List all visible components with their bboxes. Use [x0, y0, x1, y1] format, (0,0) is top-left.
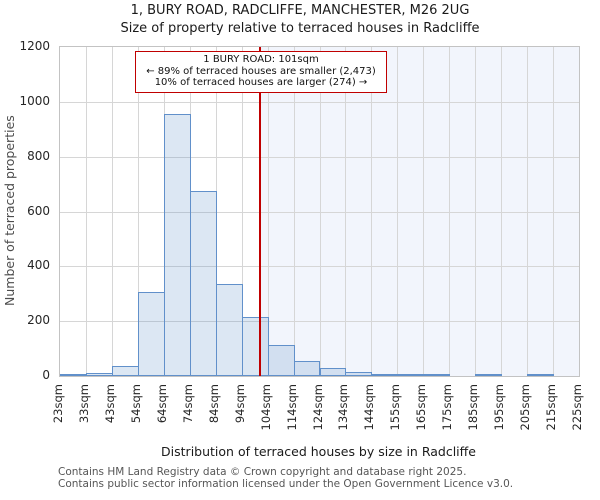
x-tick-label: 205sqm [518, 384, 533, 431]
x-gridline [397, 47, 399, 376]
y-tick-label: 800 [27, 148, 50, 163]
histogram-bar [475, 374, 503, 376]
x-tick-label: 144sqm [362, 384, 377, 431]
histogram-bar [293, 360, 321, 376]
x-tick-label: 185sqm [466, 384, 481, 431]
x-axis-label: Distribution of terraced houses by size … [161, 444, 476, 459]
x-tick-label: 165sqm [414, 384, 429, 431]
footer-line-2: Contains public sector information licen… [58, 477, 514, 490]
histogram-bar [60, 374, 87, 376]
histogram-bar [423, 374, 451, 376]
x-gridline [241, 47, 243, 376]
x-tick-label: 94sqm [232, 384, 247, 424]
histogram-bar [189, 190, 217, 376]
histogram-bar [137, 292, 165, 376]
x-tick-label: 104sqm [258, 384, 273, 431]
x-tick-label: 74sqm [180, 384, 195, 424]
x-gridline [527, 47, 529, 376]
x-gridline [345, 47, 347, 376]
y-tick-label: 400 [27, 258, 50, 273]
x-gridline [449, 47, 451, 376]
histogram-bar [319, 368, 347, 376]
x-tick-label: 155sqm [388, 384, 403, 431]
histogram-bar [241, 317, 269, 376]
x-tick-label: 64sqm [154, 384, 169, 424]
x-tick-label: 54sqm [128, 384, 143, 424]
histogram-bar [345, 371, 373, 376]
x-gridline [293, 47, 295, 376]
x-gridline [423, 47, 425, 376]
subject-property-marker-line [258, 47, 261, 376]
x-tick-label: 43sqm [102, 384, 117, 424]
x-gridline [137, 47, 139, 376]
x-gridline [85, 47, 87, 376]
x-gridline [319, 47, 321, 376]
x-gridline [371, 47, 373, 376]
x-gridline [111, 47, 113, 376]
chart-title: 1, BURY ROAD, RADCLIFFE, MANCHESTER, M26… [130, 3, 470, 18]
x-tick-label: 215sqm [544, 384, 559, 431]
x-tick-label: 124sqm [310, 384, 325, 431]
x-tick-label: 175sqm [440, 384, 455, 431]
x-tick-label: 33sqm [76, 384, 91, 424]
chart-subtitle: Size of property relative to terraced ho… [120, 21, 480, 36]
y-tick-label: 200 [27, 313, 50, 328]
footer: Contains HM Land Registry data © Crown c… [58, 466, 514, 490]
x-gridline [475, 47, 477, 376]
footer-line-1: Contains HM Land Registry data © Crown c… [58, 466, 467, 478]
histogram-bar [111, 366, 139, 376]
y-tick-label: 600 [27, 203, 50, 218]
x-tick-label: 84sqm [206, 384, 221, 424]
histogram-bar [215, 284, 243, 376]
x-tick-label: 195sqm [492, 384, 507, 431]
annotation-line-1: 1 BURY ROAD: 101sqm [203, 54, 319, 65]
x-tick-label: 225sqm [570, 384, 584, 431]
annotation-line-2: ← 89% of terraced houses are smaller (2,… [146, 65, 376, 77]
x-tick-label: 134sqm [336, 384, 351, 431]
annotation-box: 1 BURY ROAD: 101sqm ← 89% of terraced ho… [135, 51, 387, 93]
y-tick-label: 1000 [19, 93, 50, 108]
histogram-bar [527, 374, 555, 376]
histogram-bar [267, 345, 295, 376]
plot-area [59, 46, 580, 377]
x-tick-label: 114sqm [284, 384, 299, 431]
histogram-bar [371, 373, 399, 376]
x-gridline [553, 47, 555, 376]
x-gridline [267, 47, 269, 376]
y-tick-label: 0 [42, 368, 50, 382]
histogram-bar [85, 373, 113, 376]
y-tick-label: 1200 [19, 39, 50, 53]
x-tick-label: 23sqm [51, 384, 65, 424]
x-gridline [501, 47, 503, 376]
histogram-bar [397, 374, 425, 376]
annotation-line-3: 10% of terraced houses are larger (274) … [154, 77, 368, 89]
histogram-bar [163, 114, 191, 376]
